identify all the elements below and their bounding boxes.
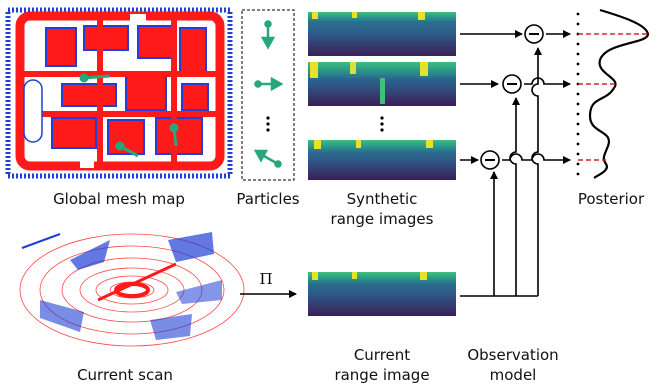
global-mesh-map: [5, 7, 233, 179]
observation-model: [460, 30, 571, 297]
current-range-image: [308, 272, 456, 316]
projection-symbol: Π: [259, 270, 272, 288]
synthetic-ellipsis: [380, 116, 384, 132]
posterior-curve: [588, 8, 650, 179]
synthetic-label-line2: range images: [330, 210, 434, 228]
current-range-label-line1: Current: [353, 346, 411, 364]
particle-2: [254, 76, 284, 92]
posterior-axis-dots: [576, 12, 580, 176]
synthetic-range-images: [308, 12, 456, 180]
particles-panel: [241, 9, 295, 181]
global-map-label: Global mesh map: [53, 190, 185, 208]
particles-label: Particles: [236, 190, 300, 208]
map-particles: [79, 73, 179, 158]
particle-1: [260, 20, 276, 50]
posterior-highlight-lines: [578, 33, 648, 161]
minus-node-2: [502, 74, 522, 94]
synthetic-image-2: [308, 62, 456, 106]
current-scan: [19, 232, 245, 347]
synthetic-image-3: [308, 140, 456, 180]
minus-node-3: [480, 150, 500, 170]
particle-3: [253, 149, 282, 168]
minus-node-1: [524, 24, 544, 44]
particle-ellipsis: [266, 116, 270, 132]
posterior-plot: [576, 8, 650, 179]
observation-label-line2: model: [489, 366, 537, 384]
synthetic-image-1: [308, 12, 456, 56]
current-scan-label: Current scan: [77, 366, 173, 384]
observation-label-line1: Observation: [467, 346, 559, 364]
synthetic-label-line1: Synthetic: [346, 190, 418, 208]
posterior-label: Posterior: [577, 190, 645, 208]
current-range-label-line2: range image: [334, 366, 430, 384]
